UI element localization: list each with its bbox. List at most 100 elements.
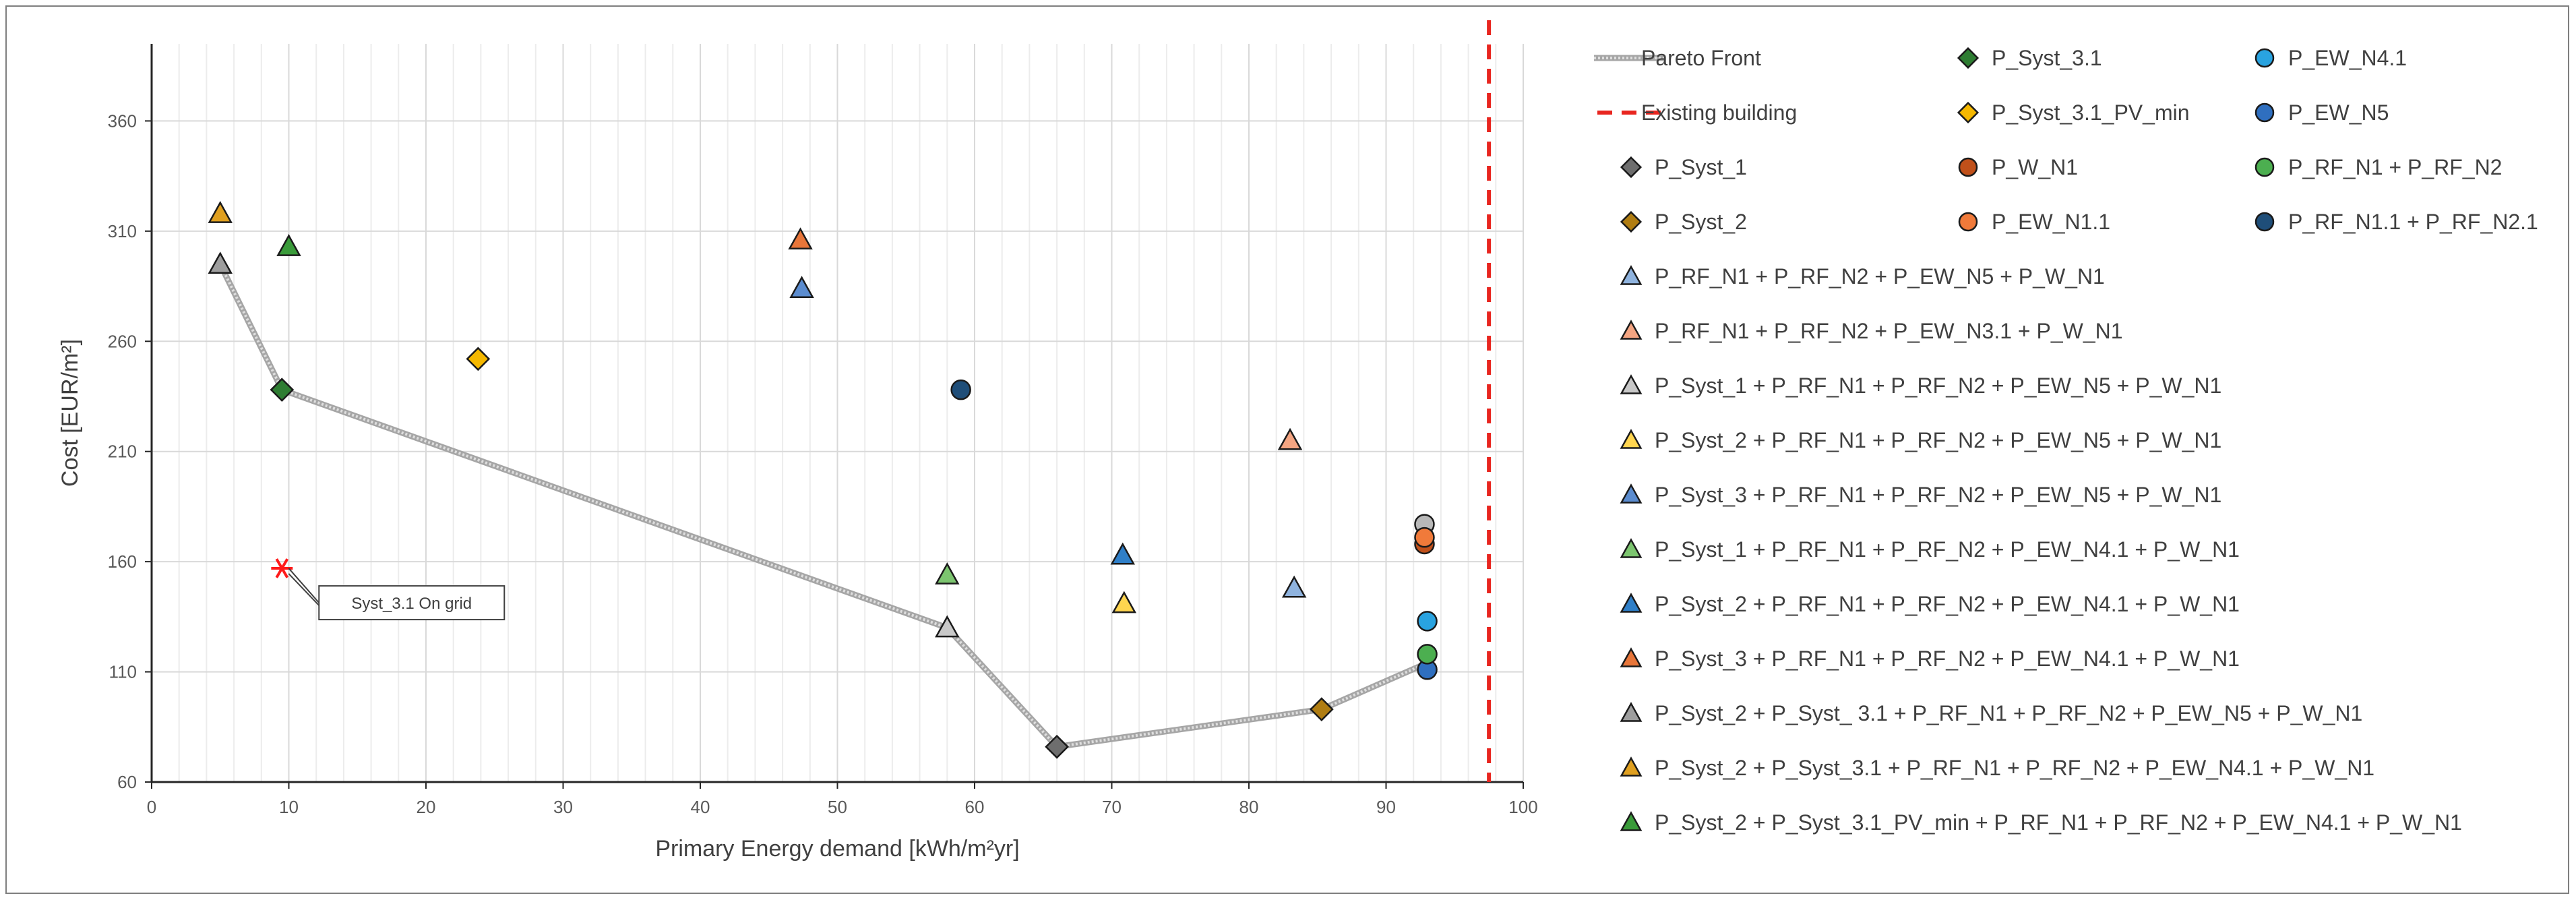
pareto-front-line-outer [217,262,1429,750]
legend-item: P_W_N1 [1944,154,2078,181]
data-point [276,234,301,256]
legend-item: P_EW_N4.1 [2241,44,2407,71]
legend-symbol [1594,99,1665,126]
legend-label: P_EW_N5 [2288,100,2389,125]
y-tick-label: 360 [108,111,137,131]
legend-item: P_Syst_3 + P_RF_N1 + P_RF_N2 + P_EW_N5 +… [1607,481,2221,508]
y-tick-label: 310 [108,221,137,241]
legend-item: P_RF_N1 + P_RF_N2 + P_EW_N5 + P_W_N1 [1607,263,2105,290]
legend-symbol [2241,99,2288,126]
x-tick-label: 40 [691,797,710,817]
data-point [1281,575,1307,598]
legend-label: P_Syst_2 + P_RF_N1 + P_RF_N2 + P_EW_N5 +… [1655,427,2222,452]
legend-item: P_EW_N5 [2241,99,2389,126]
legend-symbol [1607,754,1655,781]
data-point [466,347,491,371]
legend-item: P_Syst_2 + P_RF_N1 + P_RF_N2 + P_EW_N4.1… [1607,591,2240,618]
legend-symbol [2241,208,2288,235]
legend-item: P_Syst_3.1_PV_min [1944,99,2190,126]
legend-symbol [1607,318,1655,344]
x-tick-label: 0 [147,797,156,817]
legend-symbol [1607,208,1655,235]
data-point [208,251,233,274]
legend-item: P_RF_N1.1 + P_RF_N2.1 [2241,208,2538,235]
legend-label: Existing building [1641,100,1798,125]
y-tick-label: 260 [108,331,137,351]
legend-symbol [1607,536,1655,563]
y-tick-label: 210 [108,442,137,462]
legend-label: P_Syst_1 + P_RF_N1 + P_RF_N2 + P_EW_N5 +… [1655,373,2222,398]
y-tick-label: 160 [108,551,137,572]
legend-item: P_Syst_2 + P_Syst_ 3.1 + P_RF_N1 + P_RF_… [1607,700,2362,727]
legend-item: P_RF_N1 + P_RF_N2 + P_EW_N3.1 + P_W_N1 [1607,318,2123,344]
data-point [1111,591,1137,613]
legend-label: P_Syst_3 + P_RF_N1 + P_RF_N2 + P_EW_N5 +… [1655,482,2222,507]
legend-symbol [1607,481,1655,508]
legend-label: P_Syst_2 + P_Syst_ 3.1 + P_RF_N1 + P_RF_… [1655,700,2363,725]
on-grid-star-stroke [275,558,289,578]
x-tick-label: 30 [553,797,573,817]
data-point [270,378,295,402]
legend-item: P_RF_N1 + P_RF_N2 [2241,154,2502,181]
chart-frame: 0 10 20 30 40 50 60 70 80 90 100 60 110 160 210 260 310 3… [5,5,2569,894]
data-point [1417,611,1438,632]
legend-label: P_Syst_1 [1655,154,1747,179]
legend-label: P_Syst_2 + P_Syst_3.1_PV_min + P_RF_N1 +… [1655,810,2462,835]
data-point [1417,644,1438,665]
legend-symbol [1607,809,1655,836]
annotation-leader [288,568,320,603]
legend-symbol [1607,372,1655,399]
x-tick-label: 70 [1102,797,1122,817]
legend-symbol [1607,700,1655,727]
legend-symbol [1607,263,1655,290]
legend-label: P_Syst_2 + P_RF_N1 + P_RF_N2 + P_EW_N4.1… [1655,591,2240,616]
scatter-plot: 0 10 20 30 40 50 60 70 80 90 100 60 110 160 210 260 310 3… [57,20,1538,862]
data-point [789,276,814,298]
data-point [788,227,813,250]
legend-label: P_Syst_3.1_PV_min [1992,100,2190,125]
legend-symbol [1594,44,1665,71]
legend-symbol [1607,154,1655,181]
legend-label: P_W_N1 [1992,154,2079,179]
legend-symbol [1944,208,1992,235]
legend-item: P_Syst_1 [1607,154,1747,181]
legend-symbol [1944,44,1992,71]
y-tick-label: 60 [117,772,137,792]
legend-label: P_RF_N1 + P_RF_N2 + P_EW_N3.1 + P_W_N1 [1655,318,2123,343]
data-point [1277,427,1303,450]
annotation-group: Syst_3.1 On grid [271,558,505,621]
x-tick-label: 80 [1239,797,1259,817]
pareto-front-line [218,263,1428,748]
legend-label: P_Syst_3 + P_RF_N1 + P_RF_N2 + P_EW_N4.1… [1655,646,2240,671]
legend-item: P_EW_N1.1 [1944,208,2110,235]
legend-label: P_Syst_1 + P_RF_N1 + P_RF_N2 + P_EW_N4.1… [1655,537,2240,562]
legend-label: P_EW_N4.1 [2288,45,2408,70]
tick-labels: 0 10 20 30 40 50 60 70 80 90 100 60 110 160 210 260 310 3… [108,111,1538,817]
legend-label: P_EW_N1.1 [1992,209,2111,234]
annotation-text: Syst_3.1 On grid [351,595,472,613]
legend-symbol [1607,645,1655,672]
x-tick-label: 20 [417,797,436,817]
data-point [1414,527,1435,548]
legend-item: P_Syst_2 + P_Syst_3.1_PV_min + P_RF_N1 +… [1607,809,2462,836]
legend-label: Pareto Front [1641,45,1761,70]
legend-item: P_Syst_3 + P_RF_N1 + P_RF_N2 + P_EW_N4.1… [1607,645,2240,672]
legend-item: P_Syst_1 + P_RF_N1 + P_RF_N2 + P_EW_N4.1… [1607,536,2240,563]
x-tick-label: 10 [279,797,299,817]
legend-symbol [1944,154,1992,181]
x-tick-label: 90 [1376,797,1396,817]
legend-item: P_Syst_2 [1607,208,1747,235]
legend-item: P_Syst_1 + P_RF_N1 + P_RF_N2 + P_EW_N5 +… [1607,372,2221,399]
gridlines [151,44,1524,783]
legend-label: P_RF_N1 + P_RF_N2 [2288,154,2503,179]
data-point [935,562,960,584]
legend-symbol [2241,154,2288,181]
legend-label: P_Syst_3.1 [1992,45,2102,70]
legend-item: P_Syst_2 + P_RF_N1 + P_RF_N2 + P_EW_N5 +… [1607,427,2221,454]
x-tick-label: 60 [965,797,985,817]
y-axis-title: Cost [EUR/m²] [57,339,83,487]
legend-item-pareto: Pareto Front [1594,44,1761,71]
legend-label: P_RF_N1.1 + P_RF_N2.1 [2288,209,2538,234]
x-tick-label: 100 [1508,797,1537,817]
data-point [208,201,233,223]
